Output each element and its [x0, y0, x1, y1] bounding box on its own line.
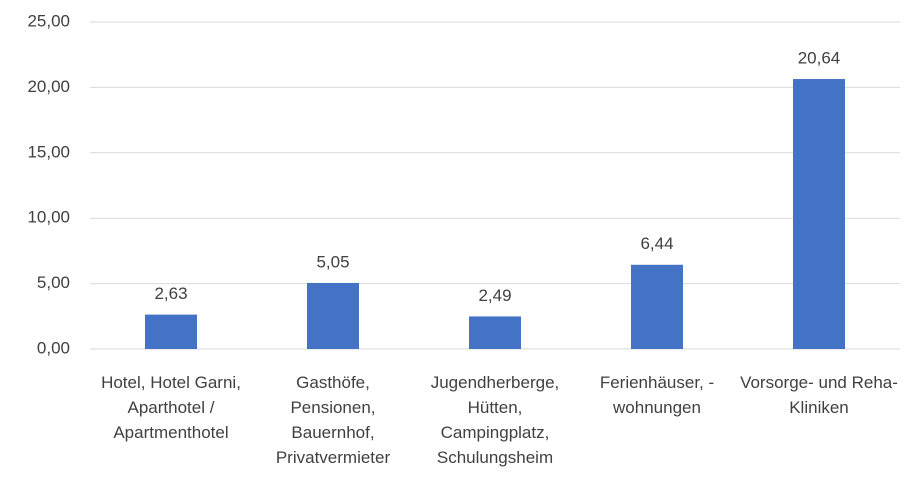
bar	[145, 314, 197, 349]
data-label: 2,63	[154, 284, 187, 303]
y-tick-label: 0,00	[37, 338, 70, 357]
x-tick-label: Jugendherberge, Hütten, Campingplatz, Sc…	[430, 373, 560, 467]
y-tick-label: 5,00	[37, 273, 70, 292]
x-tick-label: Gasthöfe, Pensionen, Bauernhof, Privatve…	[275, 373, 391, 467]
y-tick-label: 20,00	[27, 77, 70, 96]
y-tick-label: 15,00	[27, 142, 70, 161]
bar	[793, 79, 845, 349]
data-label: 2,49	[478, 286, 511, 305]
data-label: 20,64	[798, 49, 841, 68]
y-tick-label: 25,00	[27, 11, 70, 30]
x-tick-label: Ferienhäuser, - wohnungen	[599, 373, 715, 417]
x-tick-label: Vorsorge- und Reha-Kliniken	[740, 373, 898, 417]
bar	[469, 316, 521, 349]
y-tick-label: 10,00	[27, 208, 70, 227]
bar	[307, 282, 359, 349]
data-label: 5,05	[316, 252, 349, 271]
data-label: 6,44	[640, 234, 673, 253]
x-tick-label: Hotel, Hotel Garni, Aparthotel / Apartme…	[101, 373, 241, 442]
bar	[631, 264, 683, 349]
